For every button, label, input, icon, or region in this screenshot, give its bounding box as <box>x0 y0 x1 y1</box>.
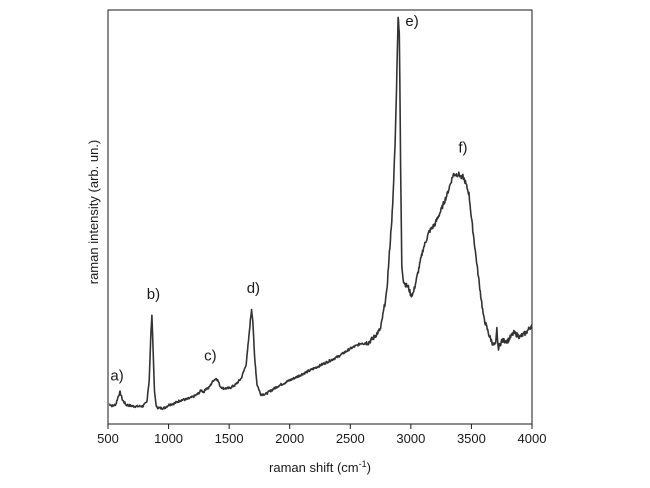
peak-label: f) <box>458 140 467 157</box>
x-tick-label: 2000 <box>275 431 304 446</box>
x-axis-title: raman shift (cm-1) <box>269 459 371 475</box>
y-axis-title: raman intensity (arb. un.) <box>86 140 101 285</box>
x-tick-label: 3000 <box>396 431 425 446</box>
x-tick-label: 2500 <box>336 431 365 446</box>
x-axis-title-text: raman shift (cm <box>269 460 359 475</box>
x-tick-label: 3500 <box>457 431 486 446</box>
x-axis-title-end: ) <box>367 460 371 475</box>
peak-label: d) <box>247 280 260 297</box>
x-tick-label: 4000 <box>518 431 547 446</box>
peak-label: b) <box>147 286 160 303</box>
x-tick-label: 500 <box>97 431 119 446</box>
peak-label: e) <box>405 13 418 30</box>
x-tick-label: 1500 <box>215 431 244 446</box>
plot-frame <box>107 9 533 425</box>
x-axis-ticks <box>107 424 533 429</box>
spectrum-line <box>108 16 533 411</box>
peak-labels: a) b) c) d) e) f) <box>110 13 467 384</box>
x-axis-title-superscript: -1 <box>359 459 367 469</box>
x-axis-tick-labels: 500 1000 1500 2000 2500 3000 3500 4000 <box>97 431 546 446</box>
peak-label: a) <box>110 367 123 384</box>
peak-label: c) <box>204 348 217 365</box>
x-tick-label: 1000 <box>154 431 183 446</box>
